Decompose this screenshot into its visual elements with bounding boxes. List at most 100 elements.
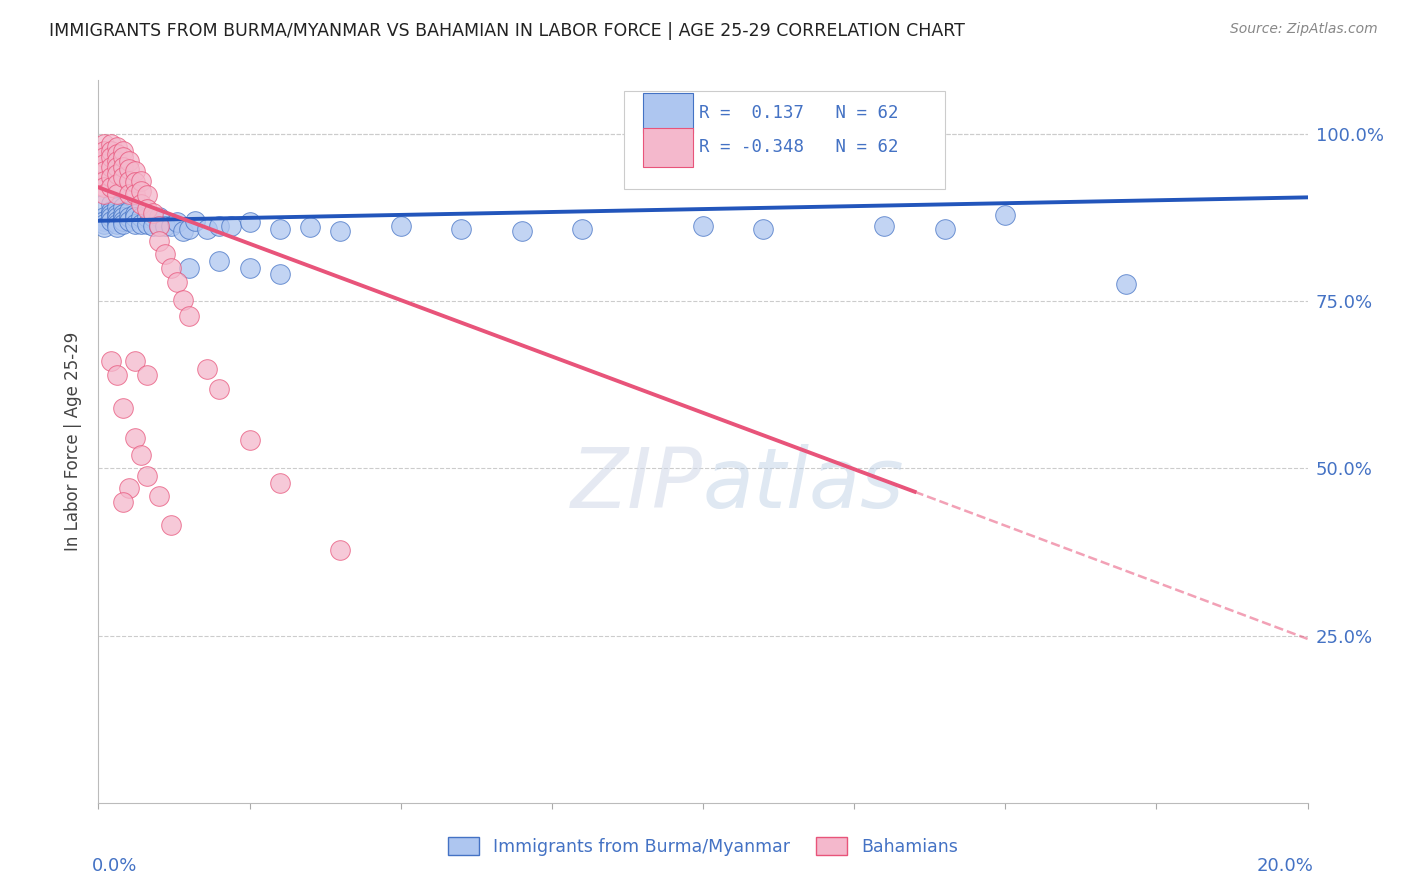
Point (179, 260, 201, 275)
Point (148, 211, 170, 225)
Point (208, 254, 231, 268)
Point (93, 220, 115, 235)
Point (129, 448, 152, 462)
Point (111, 401, 134, 416)
Point (105, 368, 128, 382)
Point (105, 214, 128, 228)
Point (105, 217, 128, 231)
Point (124, 163, 146, 178)
Point (118, 173, 141, 188)
Point (93, 157, 115, 171)
Point (160, 518, 183, 533)
Point (118, 153, 141, 168)
Point (135, 217, 157, 231)
Point (129, 184, 152, 198)
Point (93, 217, 115, 231)
Point (873, 219, 896, 234)
Point (118, 161, 141, 176)
Point (100, 170, 122, 185)
Point (142, 206, 165, 220)
Point (135, 188, 157, 202)
Point (111, 214, 134, 228)
Point (100, 207, 122, 221)
Point (160, 219, 183, 234)
Text: 20.0%: 20.0% (1257, 857, 1313, 875)
Point (124, 211, 146, 225)
Point (299, 220, 322, 235)
Point (111, 494, 134, 508)
Point (208, 219, 231, 234)
Point (510, 224, 533, 238)
Point (124, 217, 146, 231)
Point (111, 170, 134, 185)
Point (269, 476, 291, 491)
Point (111, 207, 134, 221)
Point (105, 211, 128, 225)
Point (118, 211, 141, 225)
Point (111, 211, 134, 225)
Point (329, 224, 352, 238)
Point (329, 542, 352, 557)
Point (239, 434, 262, 448)
Point (111, 150, 134, 164)
Point (100, 180, 122, 194)
Point (153, 247, 176, 261)
Point (100, 214, 122, 228)
Point (172, 224, 194, 238)
Point (118, 482, 141, 496)
Point (148, 219, 170, 234)
Y-axis label: In Labor Force | Age 25-29: In Labor Force | Age 25-29 (65, 332, 83, 551)
Point (105, 167, 128, 181)
Point (93, 163, 115, 178)
Text: 0.0%: 0.0% (93, 857, 138, 875)
Point (105, 161, 128, 175)
Point (160, 260, 183, 275)
Point (934, 222, 956, 236)
Point (100, 354, 122, 368)
Point (111, 217, 134, 231)
Point (93, 136, 115, 151)
Point (994, 209, 1017, 223)
Point (105, 220, 128, 235)
Point (166, 276, 188, 290)
Point (124, 431, 146, 445)
Text: atlas: atlas (703, 444, 904, 525)
Point (184, 214, 207, 228)
Point (93, 150, 115, 164)
Point (93, 211, 115, 225)
Point (752, 222, 775, 236)
Point (239, 260, 262, 275)
Point (93, 187, 115, 202)
Point (111, 201, 134, 215)
FancyBboxPatch shape (643, 128, 693, 168)
Text: Source: ZipAtlas.com: Source: ZipAtlas.com (1230, 22, 1378, 37)
Point (100, 136, 122, 151)
Point (135, 368, 157, 382)
Point (124, 175, 146, 189)
Point (135, 469, 157, 483)
Text: R =  0.137   N = 62: R = 0.137 N = 62 (699, 103, 898, 122)
FancyBboxPatch shape (643, 93, 693, 133)
Point (93, 173, 115, 188)
Point (124, 354, 146, 368)
Point (389, 219, 412, 234)
Point (124, 207, 146, 221)
Point (135, 202, 157, 216)
Point (111, 144, 134, 158)
Point (105, 201, 128, 215)
Point (148, 219, 170, 234)
Point (105, 187, 128, 202)
Point (93, 214, 115, 228)
Point (450, 222, 472, 236)
Text: R = -0.348   N = 62: R = -0.348 N = 62 (699, 138, 898, 156)
Point (118, 214, 141, 228)
Point (135, 211, 157, 225)
Point (105, 153, 128, 168)
Point (118, 203, 141, 218)
Point (142, 211, 165, 225)
Point (118, 187, 141, 202)
Point (179, 309, 201, 323)
Point (153, 219, 176, 234)
Point (208, 382, 231, 396)
Point (129, 173, 152, 188)
